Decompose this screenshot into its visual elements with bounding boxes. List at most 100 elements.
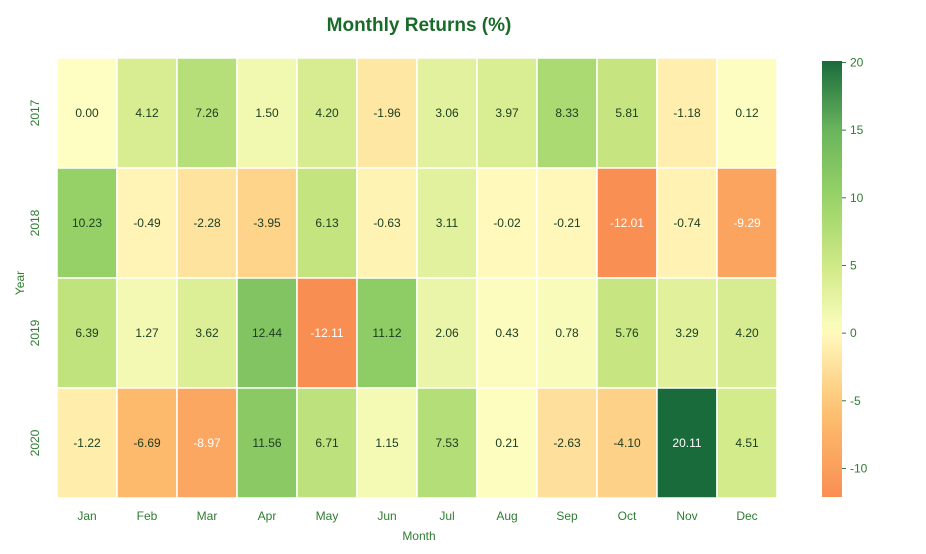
heatmap-cell xyxy=(356,57,418,169)
y-axis-ticks: 2017 2018 2019 2020 xyxy=(28,99,42,456)
x-tick-label: Nov xyxy=(676,509,697,523)
heatmap-cell xyxy=(296,277,358,389)
cell-value-label: 11.12 xyxy=(372,326,401,340)
cell-value-label: -12.01 xyxy=(610,216,644,230)
heatmap-cell xyxy=(356,387,418,499)
cell-value-label: -0.49 xyxy=(133,216,161,230)
cell-value-label: 0.00 xyxy=(75,106,99,120)
heatmap-cell xyxy=(596,57,658,169)
cell-value-label: 2.06 xyxy=(435,326,459,340)
cell-value-label: -0.21 xyxy=(553,216,581,230)
cell-value-label: -1.22 xyxy=(73,436,101,450)
cell-value-label: 10.23 xyxy=(72,216,102,230)
cell-value-label: -0.63 xyxy=(373,216,401,230)
colorbar-tick-label: -5 xyxy=(850,394,861,408)
cell-value-label: -2.63 xyxy=(553,436,581,450)
x-tick-label: Dec xyxy=(736,509,757,523)
x-tick-label: Sep xyxy=(556,509,578,523)
x-tick-label: Apr xyxy=(258,509,277,523)
cell-value-label: 5.76 xyxy=(615,326,639,340)
colorbar-tick-label: 5 xyxy=(850,258,857,272)
x-tick-label: May xyxy=(316,509,339,523)
cell-value-label: 3.62 xyxy=(195,326,219,340)
cell-value-label: 6.71 xyxy=(315,436,339,450)
heatmap-cell xyxy=(716,277,778,389)
cell-value-label: -0.74 xyxy=(673,216,701,230)
heatmap-cell xyxy=(356,167,418,279)
cell-value-label: -3.95 xyxy=(253,216,281,230)
cell-value-label: -4.10 xyxy=(613,436,641,450)
cell-value-label: 0.12 xyxy=(735,106,759,120)
heatmap-cell xyxy=(416,387,478,499)
cell-value-label: -6.69 xyxy=(133,436,161,450)
cell-value-label: -1.18 xyxy=(673,106,701,120)
colorbar-ticks: -10 -5 0 5 10 15 20 xyxy=(842,55,868,475)
colorbar-tick-label: 15 xyxy=(850,123,864,137)
heatmap-cell xyxy=(656,387,718,499)
x-tick-label: Feb xyxy=(137,509,158,523)
cell-value-label: 4.20 xyxy=(735,326,759,340)
cell-value-label: 3.11 xyxy=(436,216,459,230)
heatmap-cell xyxy=(296,167,358,279)
cell-value-label: 4.12 xyxy=(135,106,159,120)
colorbar-tick-label: 10 xyxy=(850,191,864,205)
heatmap-cell xyxy=(116,167,178,279)
heatmap-cell xyxy=(716,57,778,169)
x-tick-label: Aug xyxy=(496,509,517,523)
cell-value-label: 3.97 xyxy=(495,106,519,120)
cell-value-label: -9.29 xyxy=(733,216,761,230)
cell-value-label: 3.06 xyxy=(435,106,459,120)
cell-value-label: 0.21 xyxy=(495,436,519,450)
cell-value-label: 4.20 xyxy=(315,106,339,120)
x-tick-label: Jan xyxy=(77,509,96,523)
colorbar-tick-label: 0 xyxy=(850,326,857,340)
cell-value-label: 6.39 xyxy=(75,326,99,340)
cell-value-label: 5.81 xyxy=(615,106,639,120)
x-tick-label: Jul xyxy=(439,509,454,523)
heatmap-cell xyxy=(476,167,538,279)
cell-value-label: 12.44 xyxy=(252,326,282,340)
colorbar-tick-label: 20 xyxy=(850,55,864,69)
heatmap-cell xyxy=(416,277,478,389)
x-axis-ticks: Jan Feb Mar Apr May Jun Jul Aug Sep Oct Nov Dec xyxy=(77,509,757,523)
cell-value-label: 0.78 xyxy=(555,326,579,340)
x-tick-label: Oct xyxy=(618,509,637,523)
heatmap-cell xyxy=(536,387,598,499)
heatmap-cell xyxy=(176,277,238,389)
heatmap-cell xyxy=(476,57,538,169)
cell-value-label: 8.33 xyxy=(555,106,579,120)
heatmap-cell xyxy=(716,387,778,499)
y-axis-label: Year xyxy=(13,271,27,295)
heatmap-cell xyxy=(716,167,778,279)
heatmap-cell xyxy=(176,387,238,499)
heatmap-cell xyxy=(656,167,718,279)
heatmap-cell xyxy=(536,167,598,279)
heatmap-cell xyxy=(176,57,238,169)
cell-value-label: -2.28 xyxy=(193,216,221,230)
cell-value-label: 7.26 xyxy=(195,106,219,120)
heatmap-cells: 0.00 4.12 7.26 1.50 4.20 -1.96 3.06 3.97 8.33 5.8… xyxy=(56,57,778,499)
x-tick-label: Mar xyxy=(197,509,218,523)
cell-value-label: 20.11 xyxy=(672,436,701,450)
heatmap-cell xyxy=(596,387,658,499)
cell-value-label: 1.27 xyxy=(135,326,159,340)
heatmap-cell xyxy=(596,167,658,279)
cell-value-label: -1.96 xyxy=(373,106,401,120)
heatmap-cell xyxy=(236,277,298,389)
cell-value-label: 1.50 xyxy=(255,106,279,120)
colorbar-tick-label: -10 xyxy=(850,461,868,475)
y-tick-label: 2019 xyxy=(28,319,42,346)
heatmap-cell xyxy=(116,57,178,169)
cell-value-label: 11.56 xyxy=(252,436,281,450)
cell-value-label: 7.53 xyxy=(435,436,459,450)
heatmap-cell xyxy=(296,387,358,499)
heatmap-cell xyxy=(236,167,298,279)
cell-value-label: -8.97 xyxy=(193,436,221,450)
cell-value-label: 1.15 xyxy=(375,436,399,450)
heatmap-cell xyxy=(56,277,118,389)
heatmap-cell xyxy=(116,387,178,499)
x-tick-label: Jun xyxy=(377,509,396,523)
cell-value-label: 0.43 xyxy=(495,326,519,340)
cell-value-label: -12.11 xyxy=(310,326,343,340)
